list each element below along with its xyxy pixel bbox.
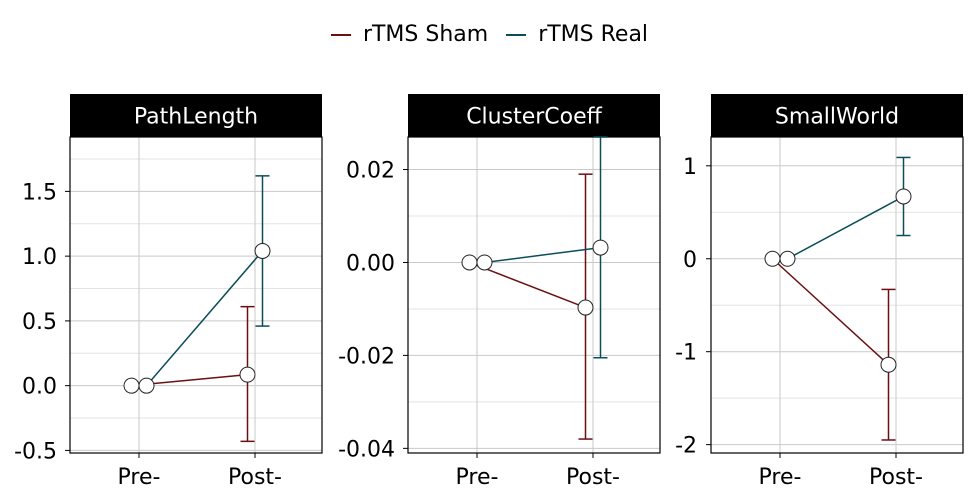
- y-tick-label: 0.02: [346, 159, 395, 184]
- data-point-rtms-real: [779, 250, 796, 267]
- data-point-rtms-sham: [239, 366, 256, 383]
- legend-label-sham: rTMS Sham: [362, 22, 489, 47]
- data-point-rtms-sham: [880, 356, 897, 373]
- y-tick-label: -0.04: [338, 437, 395, 462]
- x-tick-label: Post-: [228, 465, 282, 490]
- y-tick-label: 0.00: [346, 251, 395, 276]
- x-tick-label: Post-: [869, 465, 923, 490]
- y-tick-label: -0.5: [14, 439, 57, 464]
- series-line-rtms-sham: [469, 261, 586, 309]
- panel-border: [407, 136, 661, 454]
- y-tick-label: 0.5: [22, 310, 57, 335]
- x-tick-label: Pre-: [118, 465, 161, 490]
- facet-title: SmallWorld: [775, 105, 899, 130]
- data-point-rtms-real: [138, 377, 155, 394]
- series-line-rtms-sham: [771, 258, 890, 366]
- data-point-rtms-real: [592, 239, 609, 256]
- panel-border: [69, 136, 323, 454]
- data-point-rtms-sham: [577, 299, 594, 316]
- facet-panel-clustercoeff: ClusterCoeff -0.04 -0.02 0.00 0.02 Pre- Post-: [338, 94, 661, 490]
- data-point-rtms-sham: [461, 254, 478, 271]
- legend-swatch-sham: [330, 33, 351, 36]
- data-point-rtms-sham: [123, 377, 140, 394]
- data-point-rtms-sham: [764, 250, 781, 267]
- series-line-rtms-real: [484, 246, 601, 264]
- y-tick-label: 1.0: [22, 245, 57, 270]
- legend-item-real: rTMS Real: [506, 22, 648, 47]
- data-point-rtms-real: [895, 188, 912, 205]
- facet-panel-pathlength: PathLength -0.5 0.0 0.5 1.0 1.5 Pre- Post-: [14, 94, 323, 490]
- facet-strip: [70, 94, 322, 137]
- legend-swatch-real: [506, 33, 527, 36]
- y-tick-label: -0.02: [338, 344, 395, 369]
- x-tick-label: Post-: [566, 465, 620, 490]
- x-tick-label: Pre-: [759, 465, 802, 490]
- y-tick-label: 0.0: [22, 375, 57, 400]
- x-tick-label: Pre-: [456, 465, 499, 490]
- data-point-rtms-real: [476, 254, 493, 271]
- facet-title: ClusterCoeff: [466, 105, 602, 130]
- series-line-rtms-real: [787, 195, 904, 260]
- data-point-rtms-real: [254, 242, 271, 259]
- legend-label-real: rTMS Real: [538, 22, 649, 47]
- facet-panel-smallworld: SmallWorld -2 -1 0 1 Pre- Post-: [675, 94, 964, 490]
- legend-item-sham: rTMS Sham: [330, 22, 489, 47]
- y-tick-label: 1: [683, 155, 697, 180]
- y-tick-label: 0: [683, 248, 697, 273]
- legend: rTMS Sham rTMS Real: [0, 22, 979, 47]
- y-tick-label: -1: [675, 341, 697, 366]
- series-line-rtms-real: [145, 250, 264, 387]
- panel-border: [710, 136, 964, 454]
- facet-strip: [408, 94, 660, 137]
- y-tick-label: -2: [675, 434, 697, 459]
- y-tick-label: 1.5: [22, 180, 57, 205]
- facet-strip: [711, 94, 963, 137]
- facet-title: PathLength: [134, 105, 258, 130]
